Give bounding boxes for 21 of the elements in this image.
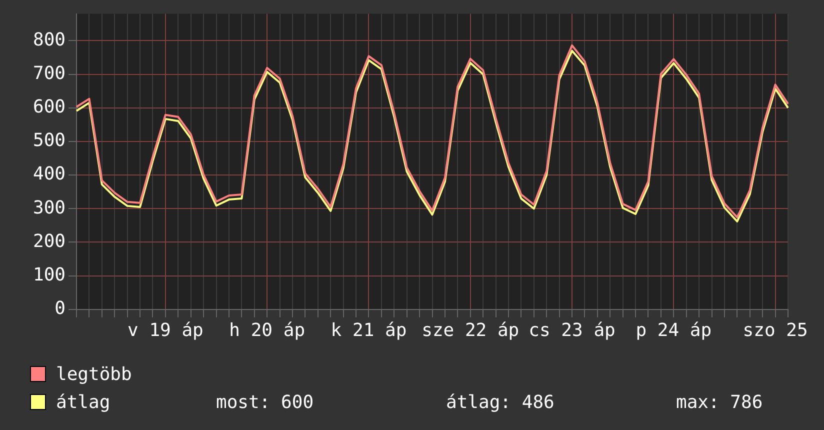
y-tick-label: 600 [32,96,66,118]
y-tick-label: 100 [32,264,66,286]
x-tick-label: szo 25 [742,320,808,341]
y-tick-label: 200 [32,230,66,252]
legend-label: átlag [56,392,112,412]
x-tick-label: k 21 áp [330,320,407,341]
y-tick-label: 800 [32,29,66,50]
text: most: 600 [216,392,315,412]
y-tick-label: 700 [32,62,66,84]
y-tick-label: 300 [32,197,66,218]
text: átlag: 486 [446,392,556,412]
x-tick-label: v 19 áp [128,320,204,341]
y-tick-label: 0 [54,298,66,320]
legend-label: legtöbb [56,364,133,384]
y-tick-label: 400 [32,164,66,185]
text: max: 786 [676,392,763,412]
x-tick-label: cs 23 áp [528,320,616,341]
x-tick-label: h 20 áp [229,320,306,341]
y-tick-label: 500 [32,130,66,152]
x-tick-label: p 24 áp [636,320,712,341]
x-tick-label: sze 22 áp [422,320,520,341]
